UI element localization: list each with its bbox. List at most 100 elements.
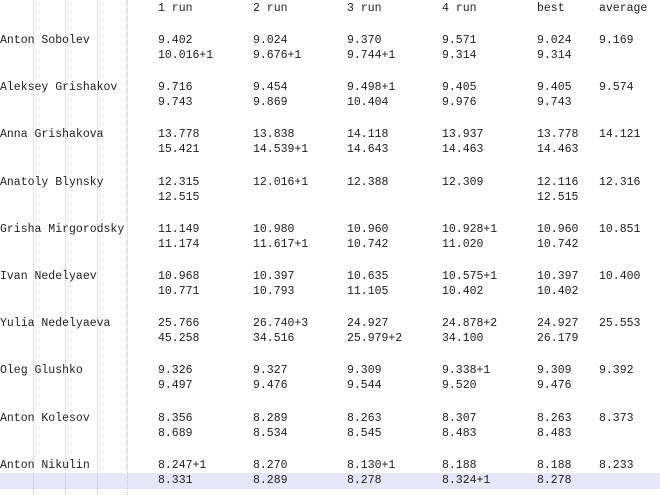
time-cell[interactable]: 9.326 bbox=[158, 364, 193, 378]
time-cell[interactable]: 10.742 bbox=[347, 237, 389, 251]
time-cell[interactable]: 8.483 bbox=[537, 426, 572, 440]
time-cell[interactable]: 9.405 bbox=[537, 81, 572, 95]
time-cell[interactable]: 13.778 bbox=[158, 128, 200, 142]
racer-name[interactable]: Anton Sobolev bbox=[0, 34, 90, 47]
time-cell[interactable]: 9.392 bbox=[599, 364, 634, 378]
time-cell[interactable]: 9.454 bbox=[253, 81, 288, 95]
time-cell[interactable]: 10.928+1 bbox=[442, 222, 498, 236]
time-cell[interactable]: 8.483 bbox=[442, 426, 477, 440]
column-header[interactable]: 2 run bbox=[253, 2, 288, 15]
time-cell[interactable]: 10.397 bbox=[253, 270, 295, 283]
time-cell[interactable]: 34.516 bbox=[253, 332, 295, 346]
racer-name[interactable]: Oleg Glushko bbox=[0, 364, 83, 378]
time-cell[interactable]: 8.534 bbox=[253, 426, 288, 440]
time-cell[interactable]: 9.544 bbox=[347, 379, 382, 393]
time-cell[interactable]: 8.289 bbox=[253, 411, 288, 425]
time-cell[interactable]: 9.498+1 bbox=[347, 81, 396, 95]
time-cell[interactable]: 8.289 bbox=[253, 473, 288, 487]
time-cell[interactable]: 8.188 bbox=[537, 458, 572, 472]
time-cell[interactable]: 9.402 bbox=[158, 34, 193, 47]
time-cell[interactable]: 10.400 bbox=[599, 270, 641, 283]
time-cell[interactable]: 9.869 bbox=[253, 96, 288, 110]
time-cell[interactable]: 14.121 bbox=[599, 128, 641, 142]
time-cell[interactable]: 8.307 bbox=[442, 411, 477, 425]
time-cell[interactable]: 9.574 bbox=[599, 81, 634, 95]
time-cell[interactable]: 10.397 bbox=[537, 270, 579, 283]
time-cell[interactable]: 14.463 bbox=[537, 143, 579, 157]
time-cell[interactable]: 24.927 bbox=[347, 317, 389, 331]
time-cell[interactable]: 13.937 bbox=[442, 128, 484, 142]
time-cell[interactable]: 9.327 bbox=[253, 364, 288, 378]
time-cell[interactable]: 12.315 bbox=[158, 175, 200, 189]
time-cell[interactable]: 11.105 bbox=[347, 285, 389, 298]
racer-name[interactable]: Grisha Mirgorodsky bbox=[0, 222, 125, 236]
time-cell[interactable]: 8.188 bbox=[442, 458, 477, 472]
time-cell[interactable]: 8.130+1 bbox=[347, 458, 396, 472]
time-cell[interactable]: 9.309 bbox=[347, 364, 382, 378]
time-cell[interactable]: 15.421 bbox=[158, 143, 200, 157]
time-cell[interactable]: 12.515 bbox=[158, 190, 200, 204]
racer-name[interactable]: Ivan Nedelyaev bbox=[0, 270, 97, 283]
time-cell[interactable]: 9.024 bbox=[253, 34, 288, 47]
time-cell[interactable]: 9.716 bbox=[158, 81, 193, 95]
time-cell[interactable]: 25.979+2 bbox=[347, 332, 403, 346]
racer-name[interactable]: Anna Grishakova bbox=[0, 128, 104, 142]
time-cell[interactable]: 8.263 bbox=[537, 411, 572, 425]
time-cell[interactable]: 12.116 bbox=[537, 175, 579, 189]
time-cell[interactable]: 9.520 bbox=[442, 379, 477, 393]
time-cell[interactable]: 9.976 bbox=[442, 96, 477, 110]
time-cell[interactable]: 8.373 bbox=[599, 411, 634, 425]
time-cell[interactable]: 10.575+1 bbox=[442, 270, 498, 283]
time-cell[interactable]: 9.405 bbox=[442, 81, 477, 95]
time-cell[interactable]: 11.020 bbox=[442, 237, 484, 251]
time-cell[interactable]: 8.331 bbox=[158, 473, 193, 487]
time-cell[interactable]: 14.539+1 bbox=[253, 143, 309, 157]
time-cell[interactable]: 14.463 bbox=[442, 143, 484, 157]
time-cell[interactable]: 10.404 bbox=[347, 96, 389, 110]
time-cell[interactable]: 9.314 bbox=[537, 49, 572, 62]
time-cell[interactable]: 12.309 bbox=[442, 175, 484, 189]
time-cell[interactable]: 9.338+1 bbox=[442, 364, 491, 378]
time-cell[interactable]: 9.169 bbox=[599, 34, 634, 47]
time-cell[interactable]: 10.771 bbox=[158, 285, 200, 298]
time-cell[interactable]: 9.476 bbox=[537, 379, 572, 393]
column-header[interactable]: 4 run bbox=[442, 2, 477, 15]
time-cell[interactable]: 8.278 bbox=[537, 473, 572, 487]
time-cell[interactable]: 34.100 bbox=[442, 332, 484, 346]
time-cell[interactable]: 8.278 bbox=[347, 473, 382, 487]
time-cell[interactable]: 8.356 bbox=[158, 411, 193, 425]
column-header[interactable]: best bbox=[537, 2, 565, 15]
time-cell[interactable]: 26.740+3 bbox=[253, 317, 309, 331]
time-cell[interactable]: 8.233 bbox=[599, 458, 634, 472]
time-cell[interactable]: 9.743 bbox=[537, 96, 572, 110]
time-cell[interactable]: 25.766 bbox=[158, 317, 200, 331]
time-cell[interactable]: 25.553 bbox=[599, 317, 641, 331]
time-cell[interactable]: 8.263 bbox=[347, 411, 382, 425]
time-cell[interactable]: 10.960 bbox=[347, 222, 389, 236]
time-cell[interactable]: 45.258 bbox=[158, 332, 200, 346]
time-cell[interactable]: 11.174 bbox=[158, 237, 200, 251]
time-cell[interactable]: 10.635 bbox=[347, 270, 389, 283]
time-cell[interactable]: 24.927 bbox=[537, 317, 579, 331]
time-cell[interactable]: 12.388 bbox=[347, 175, 389, 189]
time-cell[interactable]: 9.744+1 bbox=[347, 49, 396, 62]
time-cell[interactable]: 13.838 bbox=[253, 128, 295, 142]
time-cell[interactable]: 9.476 bbox=[253, 379, 288, 393]
time-cell[interactable]: 12.016+1 bbox=[253, 175, 309, 189]
time-cell[interactable]: 8.689 bbox=[158, 426, 193, 440]
column-header[interactable]: average bbox=[599, 2, 648, 15]
time-cell[interactable]: 12.515 bbox=[537, 190, 579, 204]
time-cell[interactable]: 9.676+1 bbox=[253, 49, 302, 62]
time-cell[interactable]: 8.545 bbox=[347, 426, 382, 440]
time-cell[interactable]: 10.960 bbox=[537, 222, 579, 236]
time-cell[interactable]: 10.742 bbox=[537, 237, 579, 251]
time-cell[interactable]: 11.617+1 bbox=[253, 237, 309, 251]
column-header[interactable]: 1 run bbox=[158, 2, 193, 15]
time-cell[interactable]: 14.118 bbox=[347, 128, 389, 142]
time-cell[interactable]: 9.370 bbox=[347, 34, 382, 47]
time-cell[interactable]: 24.878+2 bbox=[442, 317, 498, 331]
racer-name[interactable]: Anton Kolesov bbox=[0, 411, 90, 425]
racer-name[interactable]: Anton Nikulin bbox=[0, 458, 90, 472]
time-cell[interactable]: 26.179 bbox=[537, 332, 579, 346]
racer-name[interactable]: Anatoly Blynsky bbox=[0, 175, 104, 189]
